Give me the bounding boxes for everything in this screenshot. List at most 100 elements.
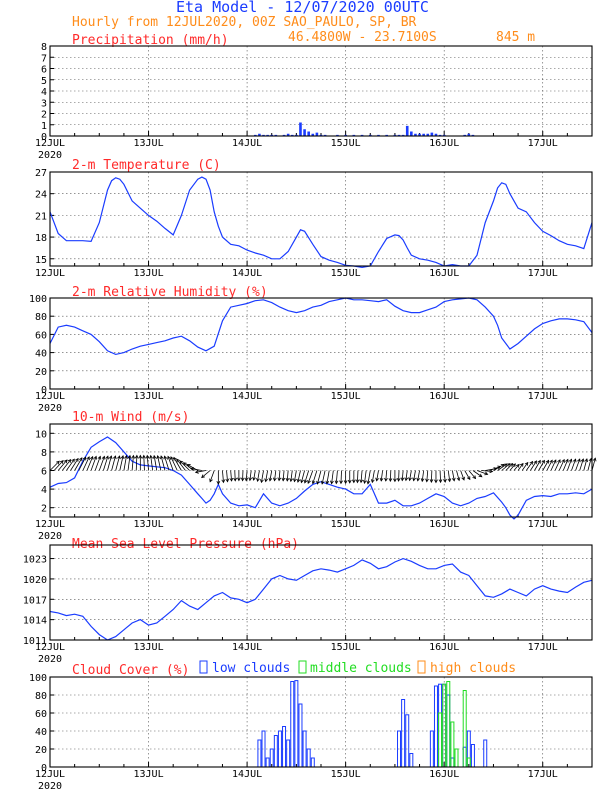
- x-tick-label: 12JUL: [35, 642, 65, 653]
- x-tick-label: 14JUL: [232, 642, 262, 653]
- wind-arrow-head: [159, 455, 164, 460]
- wind-arrow: [282, 470, 285, 481]
- wind-arrow: [443, 470, 446, 483]
- x-tick-label: 16JUL: [429, 268, 459, 279]
- wind-arrow: [294, 470, 297, 482]
- wind-arrow: [525, 461, 533, 471]
- wind-arrow: [49, 460, 60, 471]
- low-clouds-bar: [405, 714, 410, 768]
- x-tick-label: 13JUL: [133, 519, 163, 530]
- wind-arrow-head: [393, 478, 397, 483]
- x-year-label: 2020: [38, 781, 62, 792]
- y-tick-label: 5: [41, 76, 47, 87]
- wind-arrow-head: [325, 480, 330, 485]
- precip-bar: [262, 134, 265, 136]
- y-tick-label: 7: [41, 53, 47, 64]
- wind-arrow: [164, 456, 170, 471]
- panel-frame: [49, 171, 593, 267]
- wind-arrow: [534, 460, 541, 471]
- wind-arrow: [579, 458, 584, 471]
- precip-bar: [270, 134, 274, 136]
- wind-arrow: [439, 470, 441, 483]
- x-tick-label: 17JUL: [528, 519, 558, 530]
- precip-bar: [410, 131, 413, 136]
- precip-bar: [414, 133, 417, 136]
- precip-bar: [307, 131, 310, 136]
- x-tick-label: 16JUL: [429, 769, 459, 780]
- wind-arrow: [74, 457, 83, 471]
- wind-arrow: [321, 470, 326, 484]
- wind-arrow: [179, 460, 190, 471]
- y-tick-label: 20: [35, 745, 47, 756]
- wind-arrow: [371, 470, 375, 483]
- wind-arrow-head: [451, 477, 456, 482]
- wind-arrow-head: [557, 459, 561, 464]
- wind-arrow-head: [592, 457, 597, 462]
- y-tick-label: 6: [41, 65, 47, 76]
- wind-arrow-head: [190, 467, 195, 471]
- wind-arrow-head: [537, 459, 541, 464]
- precip-bar: [360, 134, 364, 136]
- wind-arrow-head: [156, 455, 161, 460]
- wind-arrow: [340, 470, 342, 484]
- wind-arrow-head: [429, 479, 434, 483]
- precip-bar: [295, 134, 298, 136]
- wind-arrow-head: [149, 454, 153, 459]
- wind-arrow-head: [553, 459, 557, 464]
- precip-bar: [377, 134, 380, 136]
- legend-high-clouds-label: high clouds: [430, 661, 516, 676]
- wind-arrow-head: [438, 479, 443, 484]
- wind-arrow: [505, 463, 513, 471]
- middle-clouds-bar: [438, 712, 443, 768]
- low-clouds-bar: [409, 753, 414, 768]
- wind-arrow-head: [584, 458, 589, 463]
- wind-arrow-head: [216, 480, 221, 485]
- wind-arrow-head: [182, 462, 187, 466]
- wind-arrow-head: [86, 456, 90, 461]
- y-tick-label: 1014: [23, 616, 47, 627]
- wind-arrow-head: [456, 477, 461, 482]
- wind-arrow-head: [138, 454, 143, 459]
- x-tick-label: 13JUL: [133, 642, 163, 653]
- x-tick-label: 15JUL: [331, 391, 361, 402]
- panel-frame: [49, 45, 593, 137]
- wind-arrow: [66, 458, 75, 471]
- y-tick-label: 40: [35, 349, 47, 360]
- low-clouds-bar: [294, 680, 299, 768]
- x-tick-label: 17JUL: [528, 138, 558, 149]
- wind-arrow-head: [289, 478, 294, 483]
- y-tick-label: 18: [35, 233, 47, 244]
- wind-arrow-head: [549, 459, 553, 464]
- wind-arrow-head: [443, 478, 447, 483]
- y-tick-label: 1020: [23, 575, 47, 586]
- wind-arrow-head: [209, 478, 213, 483]
- precip-bar: [471, 134, 475, 136]
- x-year-label: 2020: [38, 150, 62, 161]
- wind-arrow-head: [152, 454, 157, 459]
- panel-title: 2-m Relative Humidity (%): [72, 285, 268, 300]
- low-clouds-bar: [261, 730, 266, 768]
- x-tick-label: 13JUL: [133, 391, 163, 402]
- wind-arrow-head: [256, 478, 260, 483]
- wind-arrow-head: [359, 479, 364, 484]
- wind-arrow-head: [339, 480, 343, 485]
- wind-arrow-head: [105, 455, 109, 460]
- wind-arrow-head: [366, 480, 371, 485]
- precip-bar: [336, 134, 339, 136]
- y-tick-label: 40: [35, 727, 47, 738]
- wind-arrow-head: [541, 459, 545, 464]
- legend-low-clouds-label: low clouds: [212, 661, 290, 676]
- middle-clouds-bar: [454, 748, 459, 768]
- wind-arrow: [575, 458, 581, 471]
- low-clouds-bar: [265, 757, 270, 768]
- legend-low-clouds-swatch: [199, 660, 208, 674]
- wind-arrow: [253, 470, 256, 481]
- wind-arrow: [265, 470, 269, 482]
- series-line: [49, 436, 593, 520]
- x-tick-label: 17JUL: [528, 769, 558, 780]
- wind-arrow-head: [420, 478, 425, 483]
- wind-arrow: [222, 470, 224, 483]
- location-coordinates: 46.4800W - 23.7100S: [288, 30, 437, 45]
- wind-arrow: [409, 470, 412, 481]
